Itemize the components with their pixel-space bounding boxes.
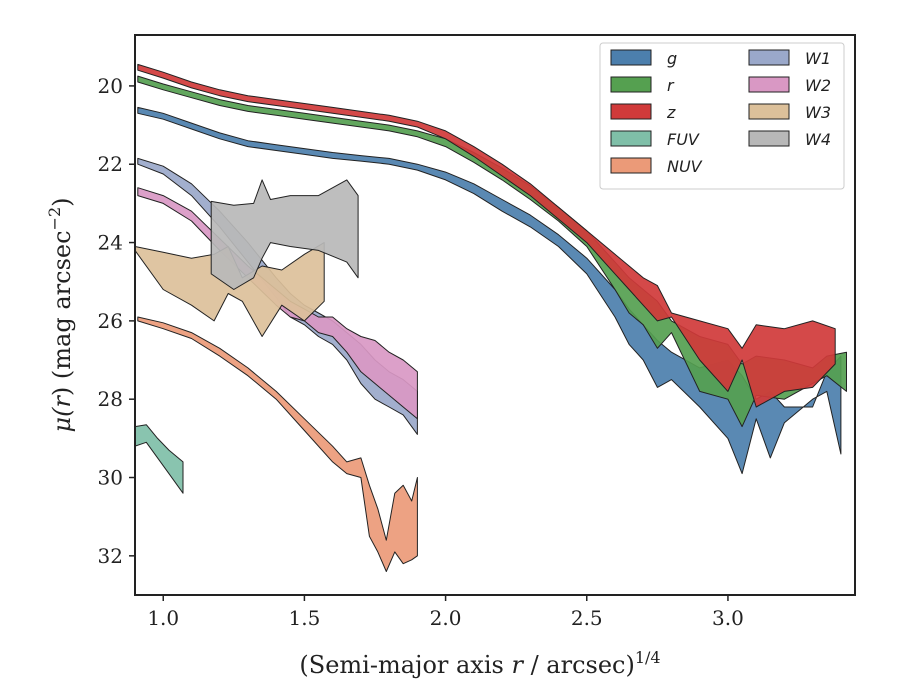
band-fuv <box>135 424 184 494</box>
band-z <box>137 63 836 408</box>
legend-label-w1: W1 <box>805 49 831 68</box>
legend-label-z: z <box>666 103 676 122</box>
y-tick-label: 24 <box>98 231 123 255</box>
x-tick-label: 3.0 <box>712 606 744 630</box>
legend-swatch-w1 <box>748 49 790 66</box>
legend-swatch-nuv <box>610 157 652 174</box>
legend-label-g: g <box>667 49 677 68</box>
legend-swatch-fuv <box>610 130 652 147</box>
y-axis-label: μ(r) (mag arcsec−2) <box>45 197 76 432</box>
legend-label-w2: W2 <box>805 76 831 95</box>
x-axis-label: (Semi-major axis r / arcsec)1/4 <box>299 648 660 679</box>
legend-swatch-z <box>610 103 652 120</box>
y-axis: 20 22 24 26 28 30 32 <box>98 74 135 568</box>
plot-frame <box>134 34 856 596</box>
legend-label-fuv: FUV <box>667 130 700 149</box>
x-tick-label: 2.0 <box>430 606 462 630</box>
legend-swatch-g <box>610 49 652 66</box>
x-tick-label: 2.5 <box>571 606 603 630</box>
plot-series <box>135 63 847 572</box>
legend-swatch-w3 <box>748 103 790 120</box>
y-tick-label: 20 <box>98 74 123 98</box>
x-tick-label: 1.5 <box>289 606 321 630</box>
legend-label-nuv: NUV <box>667 157 703 176</box>
y-tick-label: 30 <box>98 466 123 490</box>
legend-swatch-r <box>610 76 652 93</box>
legend-swatch-w2 <box>748 76 790 93</box>
legend-swatch-w4 <box>748 130 790 147</box>
band-g <box>137 106 842 475</box>
band-nuv <box>137 316 418 572</box>
y-tick-label: 32 <box>98 544 123 568</box>
x-tick-label: 1.0 <box>147 606 179 630</box>
y-tick-label: 26 <box>98 309 123 333</box>
y-tick-label: 22 <box>98 152 123 176</box>
x-axis: 1.0 1.5 2.0 2.5 3.0 <box>147 595 744 630</box>
legend-label-w4: W4 <box>805 130 831 149</box>
band-w4 <box>210 179 359 290</box>
legend: grz FUV NUV W1 W2 W3 W4 <box>599 42 845 190</box>
legend-label-w3: W3 <box>805 103 831 122</box>
y-tick-label: 28 <box>98 387 123 411</box>
legend-label-r: r <box>667 76 675 95</box>
